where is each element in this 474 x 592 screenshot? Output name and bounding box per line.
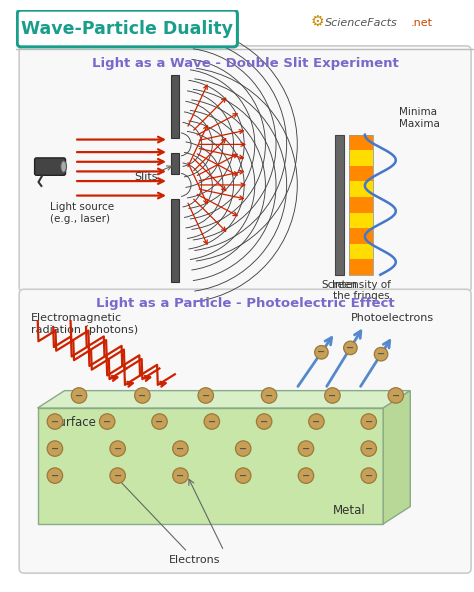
- Bar: [335, 135, 344, 275]
- Circle shape: [110, 441, 126, 456]
- Text: −: −: [114, 471, 122, 481]
- Text: Screen: Screen: [321, 279, 357, 289]
- Polygon shape: [383, 391, 410, 524]
- Bar: [349, 166, 373, 181]
- Text: Electromagnetic
radiation (photons): Electromagnetic radiation (photons): [31, 313, 138, 335]
- Text: −: −: [318, 348, 326, 358]
- Circle shape: [152, 414, 167, 429]
- Circle shape: [256, 414, 272, 429]
- Text: −: −: [365, 471, 373, 481]
- Circle shape: [374, 348, 388, 361]
- Bar: [349, 181, 373, 197]
- Text: ScienceFacts: ScienceFacts: [325, 18, 398, 28]
- Text: −: −: [176, 471, 184, 481]
- Text: Photoelectrons: Photoelectrons: [351, 313, 435, 323]
- FancyBboxPatch shape: [19, 46, 471, 292]
- Bar: [349, 259, 373, 275]
- Text: −: −: [51, 417, 59, 427]
- Text: −: −: [302, 471, 310, 481]
- Circle shape: [100, 414, 115, 429]
- Text: Metal: Metal: [333, 504, 366, 517]
- Bar: [349, 228, 373, 244]
- Circle shape: [110, 468, 126, 483]
- Text: −: −: [155, 417, 164, 427]
- FancyBboxPatch shape: [35, 158, 65, 175]
- FancyBboxPatch shape: [17, 10, 237, 47]
- Bar: [171, 153, 180, 174]
- Text: −: −: [260, 417, 268, 427]
- Text: −: −: [51, 471, 59, 481]
- Text: Surface: Surface: [51, 416, 96, 429]
- Polygon shape: [37, 408, 383, 524]
- Bar: [349, 197, 373, 213]
- Text: Slits: Slits: [134, 166, 172, 182]
- Circle shape: [309, 414, 324, 429]
- Text: −: −: [377, 349, 385, 359]
- Circle shape: [204, 414, 219, 429]
- Bar: [171, 75, 180, 137]
- Circle shape: [135, 388, 150, 403]
- Circle shape: [388, 388, 403, 403]
- Text: Light source
(e.g., laser): Light source (e.g., laser): [50, 202, 114, 224]
- Circle shape: [47, 468, 63, 483]
- Text: −: −: [201, 391, 210, 400]
- Text: −: −: [392, 391, 400, 400]
- Text: −: −: [114, 443, 122, 453]
- Text: Light as a Wave - Double Slit Experiment: Light as a Wave - Double Slit Experiment: [92, 57, 399, 70]
- Text: .net: .net: [410, 18, 432, 28]
- Circle shape: [361, 441, 376, 456]
- Text: Light as a Particle - Photoelectric Effect: Light as a Particle - Photoelectric Effe…: [96, 297, 394, 310]
- Text: −: −: [346, 343, 355, 353]
- Circle shape: [236, 468, 251, 483]
- Circle shape: [361, 414, 376, 429]
- Text: −: −: [208, 417, 216, 427]
- Text: −: −: [138, 391, 146, 400]
- Circle shape: [361, 468, 376, 483]
- Circle shape: [298, 441, 314, 456]
- Bar: [349, 213, 373, 228]
- Text: −: −: [75, 391, 83, 400]
- Circle shape: [298, 468, 314, 483]
- Circle shape: [47, 441, 63, 456]
- Polygon shape: [37, 391, 410, 408]
- Text: −: −: [328, 391, 337, 400]
- Bar: [349, 244, 373, 259]
- Bar: [171, 200, 180, 282]
- Text: −: −: [51, 443, 59, 453]
- Text: −: −: [365, 443, 373, 453]
- Circle shape: [325, 388, 340, 403]
- Text: −: −: [239, 443, 247, 453]
- Text: −: −: [103, 417, 111, 427]
- Text: −: −: [176, 443, 184, 453]
- Circle shape: [261, 388, 277, 403]
- Bar: [349, 135, 373, 275]
- Text: −: −: [265, 391, 273, 400]
- Text: Intensity of
the fringes: Intensity of the fringes: [332, 279, 391, 301]
- FancyBboxPatch shape: [19, 289, 471, 573]
- Circle shape: [344, 341, 357, 355]
- Circle shape: [198, 388, 213, 403]
- Bar: [349, 150, 373, 166]
- Text: ⚙: ⚙: [311, 14, 324, 29]
- Text: −: −: [365, 417, 373, 427]
- Circle shape: [315, 346, 328, 359]
- Text: Wave-Particle Duality: Wave-Particle Duality: [21, 20, 233, 37]
- Text: Minima
Maxima: Minima Maxima: [399, 107, 439, 129]
- Circle shape: [173, 468, 188, 483]
- Circle shape: [173, 441, 188, 456]
- Text: −: −: [239, 471, 247, 481]
- Circle shape: [236, 441, 251, 456]
- Text: −: −: [302, 443, 310, 453]
- Text: Electrons: Electrons: [118, 478, 221, 565]
- Ellipse shape: [61, 161, 66, 172]
- Text: −: −: [312, 417, 320, 427]
- Circle shape: [71, 388, 87, 403]
- Circle shape: [47, 414, 63, 429]
- Bar: [349, 135, 373, 150]
